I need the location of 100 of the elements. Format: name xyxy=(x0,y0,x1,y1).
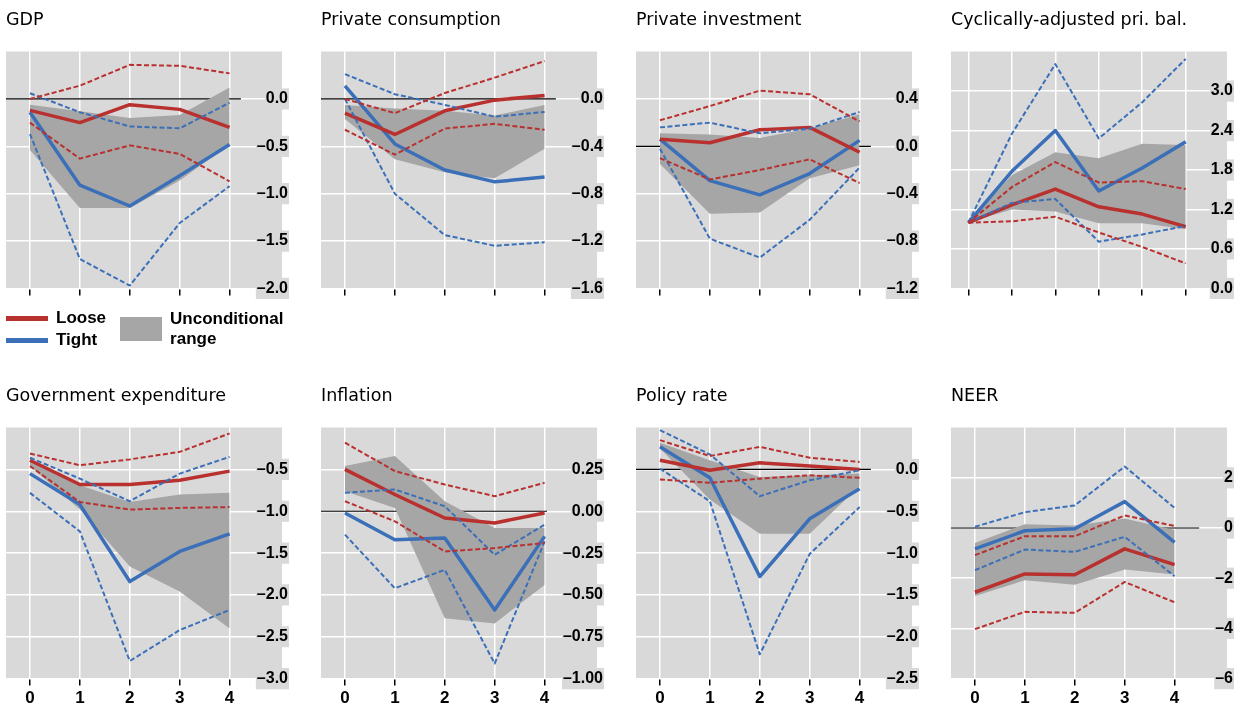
line-series xyxy=(658,110,861,135)
y-tick-label: –0.25 xyxy=(562,543,604,561)
legend-label: Loose xyxy=(56,308,107,328)
line-series xyxy=(658,157,861,185)
y-tick-label: –4 xyxy=(1215,618,1234,636)
y-tick-label: –6 xyxy=(1215,669,1234,687)
y-tick-label: –2.0 xyxy=(256,585,289,603)
x-tick-label: 4 xyxy=(224,688,235,708)
y-tick-label: –2.5 xyxy=(256,627,289,645)
chart-title: NEER xyxy=(951,384,1000,407)
y-tick-label: –2.0 xyxy=(886,627,919,645)
line-series xyxy=(658,89,861,123)
x-tick-label: 3 xyxy=(1119,688,1130,708)
y-tick-label: 0.00 xyxy=(571,501,604,519)
chart-title: Government expenditure xyxy=(6,384,227,407)
line-series xyxy=(28,63,231,100)
y-tick-label: –1.0 xyxy=(256,184,289,202)
line-series xyxy=(343,500,546,553)
y-tick-label: –2.0 xyxy=(256,278,289,296)
y-tick-label: 1.8 xyxy=(1210,160,1234,178)
chart-title: Inflation xyxy=(321,384,394,407)
y-tick-label: –1.2 xyxy=(886,278,919,296)
y-tick-label: –3.0 xyxy=(256,669,289,687)
y-tick-label: –0.5 xyxy=(256,459,289,477)
legend-label: Tight xyxy=(56,330,98,350)
y-tick-label: –0.4 xyxy=(571,136,604,154)
line-series xyxy=(658,429,861,498)
y-tick-label: –0.5 xyxy=(886,501,919,519)
chart-title: Cyclically-adjusted pri. bal. xyxy=(951,8,1189,31)
y-tick-label: –2 xyxy=(1215,568,1234,586)
x-tick-label: 3 xyxy=(804,688,815,708)
x-tick-label: 0 xyxy=(655,688,665,708)
y-tick-label: 0.0 xyxy=(265,89,289,107)
x-tick-label: 3 xyxy=(174,688,185,708)
y-tick-label: 0.0 xyxy=(895,459,919,477)
y-tick-label: –1.0 xyxy=(256,501,289,519)
line-series xyxy=(343,488,546,556)
line-series xyxy=(28,432,231,467)
y-tick-label: –0.4 xyxy=(886,184,919,202)
y-tick-label: 1.2 xyxy=(1210,199,1234,217)
x-tick-label: 2 xyxy=(755,688,765,708)
line-series xyxy=(658,147,861,259)
y-tick-label: –2.5 xyxy=(886,669,919,687)
line-series xyxy=(658,474,861,484)
line-series xyxy=(28,465,231,511)
line-series xyxy=(343,122,546,156)
x-tick-label: 1 xyxy=(1020,688,1030,708)
y-tick-label: 2 xyxy=(1224,468,1234,486)
y-tick-label: 2.4 xyxy=(1210,120,1234,138)
x-tick-label: 2 xyxy=(440,688,450,708)
y-tick-label: –1.2 xyxy=(571,231,604,249)
line-series xyxy=(343,73,546,118)
x-tick-label: 4 xyxy=(1169,688,1180,708)
y-tick-label: –0.50 xyxy=(562,585,604,603)
x-tick-label: 0 xyxy=(25,688,35,708)
y-tick-label: 0.0 xyxy=(895,136,919,154)
x-tick-label: 1 xyxy=(390,688,400,708)
line-series xyxy=(343,441,546,498)
line-series xyxy=(28,491,231,663)
chart-title: Policy rate xyxy=(636,384,729,407)
y-tick-label: –0.8 xyxy=(571,184,604,202)
y-tick-label: –0.5 xyxy=(256,136,289,154)
y-tick-label: –1.00 xyxy=(562,669,604,687)
line-series xyxy=(973,580,1176,631)
y-tick-label: –0.75 xyxy=(562,627,604,645)
y-tick-label: 0.0 xyxy=(580,89,604,107)
x-tick-label: 4 xyxy=(539,688,550,708)
line-series xyxy=(658,439,861,463)
line-series xyxy=(343,97,546,247)
y-tick-label: 0.0 xyxy=(1210,278,1234,296)
line-series xyxy=(343,60,546,115)
x-tick-label: 0 xyxy=(970,688,980,708)
line-series xyxy=(973,514,1176,557)
y-tick-label: 0.6 xyxy=(1210,239,1234,257)
x-tick-label: 4 xyxy=(854,688,865,708)
x-tick-label: 1 xyxy=(75,688,85,708)
x-tick-label: 1 xyxy=(705,688,715,708)
chart-title: GDP xyxy=(6,8,45,31)
legend-label: Unconditional range xyxy=(170,309,285,349)
y-tick-label: –1.0 xyxy=(886,543,919,561)
y-tick-label: –1.5 xyxy=(256,543,289,561)
y-tick-label: –1.6 xyxy=(571,278,604,296)
line-series xyxy=(28,455,231,503)
x-tick-label: 2 xyxy=(1070,688,1080,708)
y-tick-label: –1.5 xyxy=(886,585,919,603)
chart-title: Private investment xyxy=(636,8,803,31)
line-series xyxy=(28,121,231,183)
y-tick-label: 0.25 xyxy=(571,459,604,477)
line-series xyxy=(28,133,231,287)
line-series xyxy=(658,467,861,656)
x-tick-label: 0 xyxy=(340,688,350,708)
x-tick-label: 2 xyxy=(125,688,135,708)
line-series xyxy=(973,465,1176,528)
y-tick-label: –1.5 xyxy=(256,231,289,249)
x-tick-label: 3 xyxy=(489,688,500,708)
line-series xyxy=(973,535,1176,578)
y-tick-label: –0.8 xyxy=(886,231,919,249)
line-series xyxy=(28,92,231,130)
y-tick-label: 0 xyxy=(1224,518,1234,536)
y-tick-label: 3.0 xyxy=(1210,81,1234,99)
